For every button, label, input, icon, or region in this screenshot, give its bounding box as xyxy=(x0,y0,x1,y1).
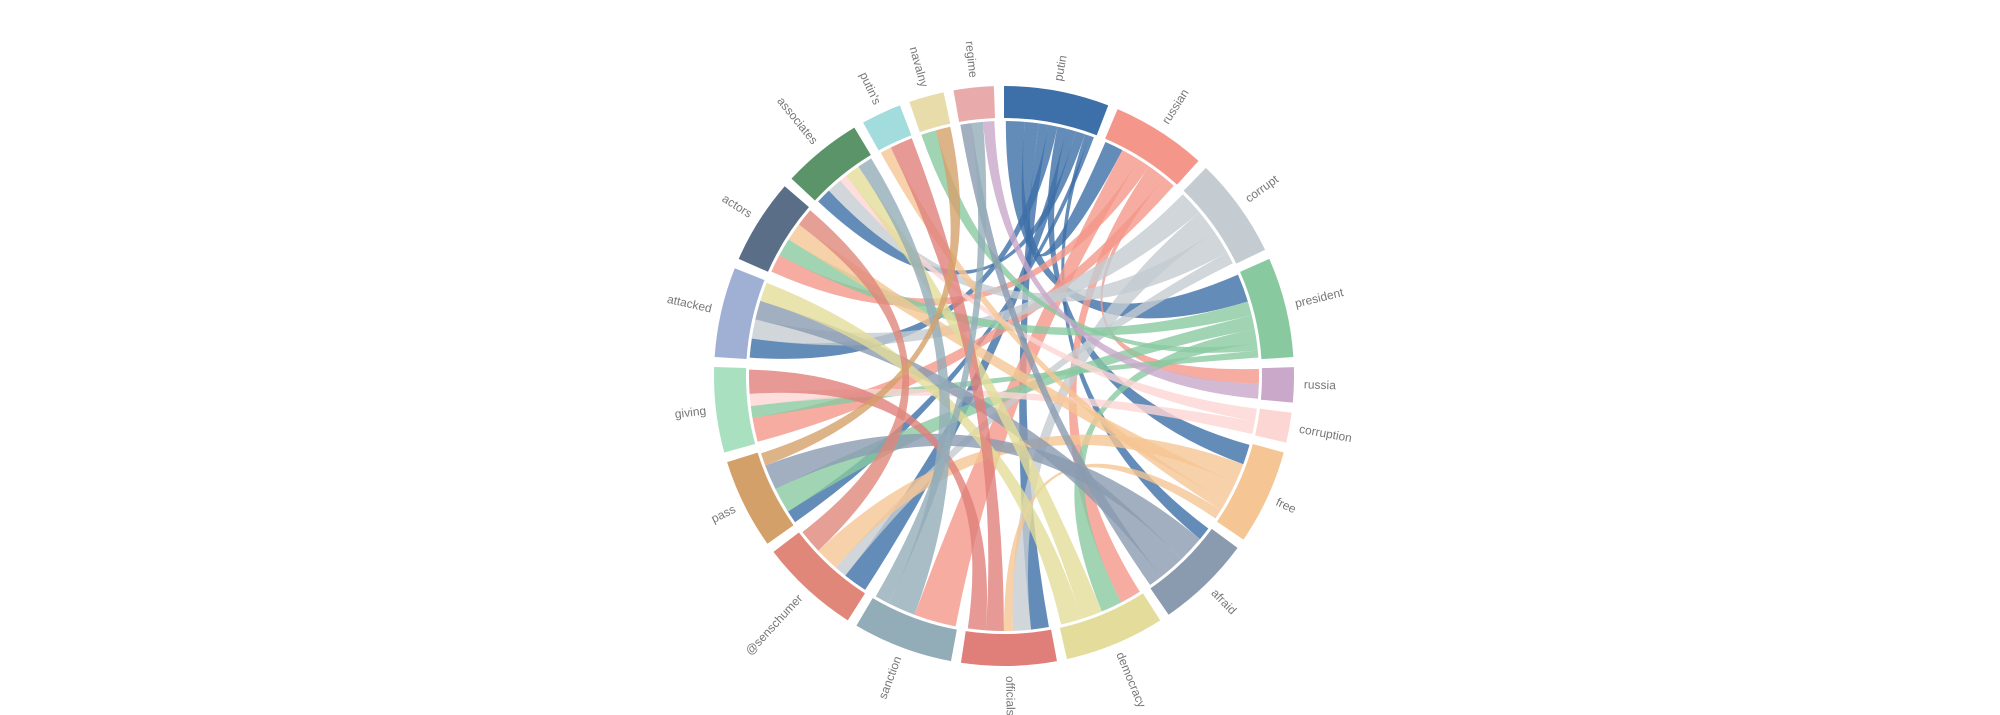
group-arc xyxy=(738,186,809,272)
group-arc xyxy=(1255,408,1292,443)
group-label: regime xyxy=(963,40,981,78)
group-label: russian xyxy=(1159,86,1192,126)
chords xyxy=(749,121,1259,632)
chord xyxy=(798,210,910,551)
group-label: attacked xyxy=(666,292,713,316)
group-arc xyxy=(1004,86,1109,136)
chord xyxy=(751,194,1200,346)
group-arc xyxy=(1105,109,1199,185)
chord xyxy=(1074,329,1257,612)
group-arc xyxy=(1217,444,1284,540)
chord xyxy=(750,350,1259,419)
group-arc xyxy=(1260,367,1294,403)
group-label: corruption xyxy=(1298,422,1353,445)
group-label: putin's xyxy=(857,70,884,107)
chord xyxy=(846,166,1102,619)
group-label: @senschumer xyxy=(743,591,806,658)
group-arc xyxy=(1150,528,1238,615)
group-arc xyxy=(714,268,765,360)
chord xyxy=(1021,121,1123,257)
group-label: putin xyxy=(1051,54,1070,82)
group-label: giving xyxy=(674,404,707,422)
group-label: president xyxy=(1293,285,1345,311)
group-label: free xyxy=(1274,495,1299,517)
chord xyxy=(890,138,1004,632)
group-label: associates xyxy=(774,94,821,147)
group-arc xyxy=(1059,593,1161,660)
group-label: russia xyxy=(1304,377,1337,392)
arcs xyxy=(714,86,1294,666)
chord xyxy=(788,224,1236,502)
chord xyxy=(1012,212,1215,631)
chord xyxy=(749,388,1255,435)
chord xyxy=(818,434,1244,568)
group-arc xyxy=(856,598,957,662)
group-arc xyxy=(714,367,756,453)
group-label: actors xyxy=(720,191,755,220)
group-arc xyxy=(773,532,866,621)
group-arc xyxy=(1183,167,1266,264)
group-label: pass xyxy=(709,502,738,526)
group-arc xyxy=(1240,258,1294,360)
chord xyxy=(749,369,988,631)
group-label: officials xyxy=(1003,676,1018,715)
group-label: navalny xyxy=(907,45,932,89)
group-label: afraid xyxy=(1208,586,1239,617)
group-arc xyxy=(791,127,871,201)
group-arc xyxy=(960,629,1057,666)
group-arc xyxy=(909,92,951,133)
chord xyxy=(1005,121,1248,319)
chord xyxy=(775,315,1255,512)
group-label: corrupt xyxy=(1243,172,1282,206)
group-label: sanction xyxy=(876,654,905,701)
group-label: democracy xyxy=(1113,650,1148,710)
chord xyxy=(752,177,1174,442)
group-arc xyxy=(953,86,995,122)
group-arc xyxy=(727,452,794,544)
group-arc xyxy=(863,105,912,151)
